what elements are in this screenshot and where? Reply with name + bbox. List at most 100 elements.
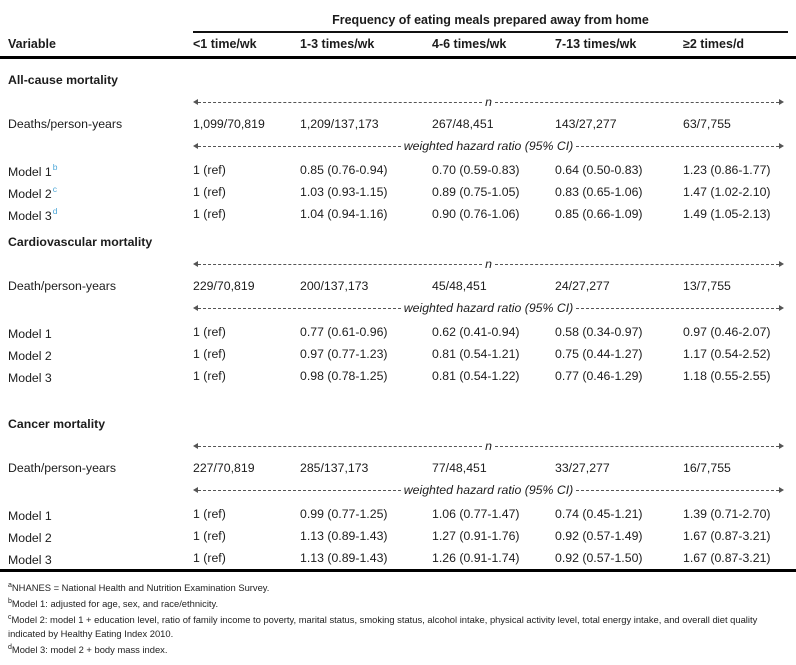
row-label-model-3: Model 3 <box>8 371 52 386</box>
arrow-left-icon <box>193 443 198 449</box>
data-cell: 1 (ref) <box>193 551 226 566</box>
data-cell: 1,209/137,173 <box>300 117 379 131</box>
row-label-model-1: Model 1 <box>8 509 52 524</box>
data-cell: 16/7,755 <box>683 461 731 475</box>
row-label-counts: Deaths/person-years <box>8 117 123 131</box>
footnote-marker: a <box>8 582 12 589</box>
spanner-row: Frequency of eating meals prepared away … <box>0 0 796 33</box>
data-cell: 0.83 (0.65-1.06) <box>555 185 643 200</box>
whr-arrow-row: weighted hazard ratio (95% CI) <box>0 297 796 319</box>
data-cell: 0.70 (0.59-0.83) <box>432 163 520 178</box>
n-span-arrow: n <box>193 91 788 113</box>
data-cell: 285/137,173 <box>300 461 369 475</box>
whr-span-arrow: weighted hazard ratio (95% CI) <box>193 297 788 319</box>
footnote-a: aNHANES = National Health and Nutrition … <box>8 582 270 594</box>
data-cell: 1 (ref) <box>193 163 226 178</box>
data-cell: 0.58 (0.34-0.97) <box>555 325 643 340</box>
row-label-model-1: Model 1b <box>8 162 58 180</box>
footnote-marker: d <box>52 206 58 216</box>
column-header-7-13-times-wk: 7-13 times/wk <box>555 37 637 51</box>
section-title-row: Cardiovascular mortality <box>0 231 796 253</box>
section-title-cardiovascular: Cardiovascular mortality <box>8 235 153 249</box>
data-cell: 267/48,451 <box>432 117 494 131</box>
data-cell: 1.23 (0.86-1.77) <box>683 163 771 178</box>
column-header-lt1-time-wk: <1 time/wk <box>193 37 257 51</box>
data-cell: 13/7,755 <box>683 279 731 293</box>
arrow-right-icon <box>779 143 785 149</box>
data-cell: 1.27 (0.91-1.76) <box>432 529 520 544</box>
data-cell: 0.92 (0.57-1.49) <box>555 529 643 544</box>
row-label-model-3: Model 3d <box>8 206 58 224</box>
data-cell: 0.75 (0.44-1.27) <box>555 347 643 362</box>
row-label-model-2: Model 2 <box>8 531 52 546</box>
data-cell: 0.97 (0.46-2.07) <box>683 325 771 340</box>
data-cell: 1,099/70,819 <box>193 117 265 131</box>
data-cell: 24/27,277 <box>555 279 610 293</box>
model-row: Model 1 1 (ref) 0.99 (0.77-1.25) 1.06 (0… <box>0 501 796 523</box>
footnote-marker: c <box>8 613 12 621</box>
n-arrow-row: n <box>0 91 796 113</box>
section-title-row: Cancer mortality <box>0 413 796 435</box>
model-row: Model 1b 1 (ref) 0.85 (0.76-0.94) 0.70 (… <box>0 157 796 179</box>
data-cell: 1.67 (0.87-3.21) <box>683 551 771 566</box>
row-label-model-2: Model 2c <box>8 184 57 202</box>
data-cell: 1.47 (1.02-2.10) <box>683 185 771 200</box>
model-row: Model 3 1 (ref) 0.98 (0.78-1.25) 0.81 (0… <box>0 363 796 385</box>
column-header-ge2-times-d: ≥2 times/d <box>683 37 745 51</box>
data-cell: 1.67 (0.87-3.21) <box>683 529 771 544</box>
row-label-counts: Death/person-years <box>8 279 116 293</box>
column-header-1-3-times-wk: 1-3 times/wk <box>300 37 375 51</box>
counts-row: Death/person-years 229/70,819 200/137,17… <box>0 275 796 297</box>
data-cell: 1 (ref) <box>193 347 226 362</box>
column-header-row: Variable <1 time/wk 1-3 times/wk 4-6 tim… <box>0 33 796 56</box>
n-span-arrow: n <box>193 435 788 457</box>
model-row: Model 3d 1 (ref) 1.04 (0.94-1.16) 0.90 (… <box>0 201 796 223</box>
footnotes: aNHANES = National Health and Nutrition … <box>0 572 796 656</box>
data-cell: 200/137,173 <box>300 279 369 293</box>
data-cell: 1 (ref) <box>193 369 226 384</box>
arrow-right-icon <box>779 261 784 267</box>
arrow-left-icon <box>193 143 198 149</box>
data-cell: 0.92 (0.57-1.50) <box>555 551 643 566</box>
section-title-all-cause: All-cause mortality <box>8 73 119 87</box>
footnote-marker: d <box>8 643 12 651</box>
section-title-cancer: Cancer mortality <box>8 417 106 431</box>
data-cell: 77/48,451 <box>432 461 487 475</box>
n-span-arrow: n <box>193 253 788 275</box>
arrow-left-icon <box>193 487 198 493</box>
data-cell: 1 (ref) <box>193 207 226 222</box>
data-cell: 0.74 (0.45-1.21) <box>555 507 643 522</box>
whr-span-arrow: weighted hazard ratio (95% CI) <box>193 479 788 501</box>
whr-arrow-label: weighted hazard ratio (95% CI) <box>403 483 574 497</box>
data-cell: 0.81 (0.54-1.21) <box>432 347 520 362</box>
arrow-right-icon <box>779 305 785 311</box>
arrow-right-icon <box>779 487 785 493</box>
model-row: Model 1 1 (ref) 0.77 (0.61-0.96) 0.62 (0… <box>0 319 796 341</box>
data-cell: 0.81 (0.54-1.22) <box>432 369 520 384</box>
n-arrow-label: n <box>485 257 492 271</box>
whr-arrow-label: weighted hazard ratio (95% CI) <box>403 301 574 315</box>
data-cell: 0.77 (0.61-0.96) <box>300 325 388 340</box>
data-cell: 1.17 (0.54-2.52) <box>683 347 771 362</box>
arrow-left-icon <box>193 261 198 267</box>
data-cell: 1 (ref) <box>193 185 226 200</box>
n-arrow-label: n <box>485 95 492 109</box>
row-label-counts: Death/person-years <box>8 461 116 475</box>
data-cell: 0.98 (0.78-1.25) <box>300 369 388 384</box>
data-cell: 1.18 (0.55-2.55) <box>683 369 771 384</box>
counts-row: Deaths/person-years 1,099/70,819 1,209/1… <box>0 113 796 135</box>
data-cell: 0.64 (0.50-0.83) <box>555 163 643 178</box>
footnote-d: dModel 3: model 2 + body mass index. <box>8 643 168 655</box>
data-cell: 0.85 (0.66-1.09) <box>555 207 643 222</box>
data-cell: 1.04 (0.94-1.16) <box>300 207 388 222</box>
data-cell: 0.99 (0.77-1.25) <box>300 507 388 522</box>
arrow-right-icon <box>779 443 784 449</box>
model-row: Model 3 1 (ref) 1.13 (0.89-1.43) 1.26 (0… <box>0 545 796 567</box>
data-cell: 1.39 (0.71-2.70) <box>683 507 771 522</box>
data-cell: 1.13 (0.89-1.43) <box>300 529 388 544</box>
arrow-left-icon <box>193 305 198 311</box>
model-row: Model 2 1 (ref) 0.97 (0.77-1.23) 0.81 (0… <box>0 341 796 363</box>
row-label-model-1: Model 1 <box>8 327 52 342</box>
data-cell: 0.77 (0.46-1.29) <box>555 369 643 384</box>
data-cell: 0.89 (0.75-1.05) <box>432 185 520 200</box>
